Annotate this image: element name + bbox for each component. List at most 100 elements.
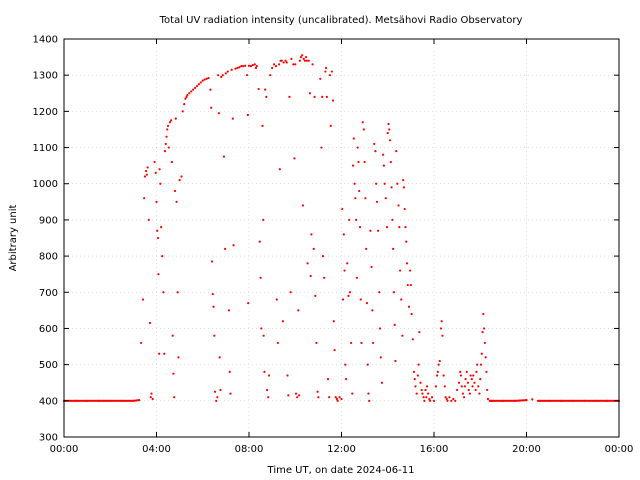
- data-point: [216, 396, 219, 399]
- data-point: [251, 63, 254, 67]
- data-point: [185, 95, 188, 98]
- data-point: [294, 392, 298, 395]
- data-point: [277, 63, 281, 66]
- data-point: [468, 392, 471, 395]
- data-point: [296, 396, 299, 399]
- data-point: [166, 128, 169, 131]
- data-point: [159, 182, 162, 185]
- data-point: [474, 388, 477, 392]
- y-tick-label: 500: [39, 360, 58, 371]
- data-point: [410, 312, 413, 316]
- data-point: [181, 110, 184, 113]
- data-point: [146, 166, 149, 169]
- data-point: [375, 182, 378, 185]
- data-point: [150, 392, 153, 395]
- data-point: [309, 274, 312, 278]
- data-point: [334, 396, 337, 399]
- data-point: [324, 70, 327, 73]
- data-point: [375, 200, 379, 203]
- data-point: [257, 87, 260, 91]
- data-point: [435, 374, 439, 377]
- baseline-segment: [514, 399, 527, 402]
- data-point: [173, 189, 177, 193]
- data-point: [459, 374, 463, 377]
- data-point: [476, 363, 479, 366]
- data-point: [210, 260, 214, 263]
- data-point: [348, 218, 351, 222]
- data-point: [466, 381, 470, 384]
- x-tick-label: 16:00: [420, 444, 449, 455]
- data-point: [158, 168, 161, 171]
- data-point: [432, 399, 436, 402]
- data-point: [261, 124, 264, 127]
- data-point: [151, 397, 154, 401]
- data-point: [531, 398, 534, 401]
- data-point: [264, 88, 267, 91]
- data-point: [228, 370, 231, 373]
- data-point: [255, 65, 258, 68]
- data-point: [369, 229, 372, 232]
- data-point: [477, 385, 480, 388]
- data-point: [440, 320, 443, 323]
- data-point: [199, 81, 202, 84]
- data-point: [313, 95, 316, 98]
- y-tick-label: 1000: [33, 179, 58, 190]
- data-point: [393, 323, 396, 326]
- data-point: [174, 117, 177, 120]
- data-point: [247, 302, 250, 305]
- data-point: [340, 397, 343, 401]
- data-point: [457, 381, 461, 384]
- data-point: [459, 370, 462, 373]
- data-point: [310, 233, 313, 236]
- data-point: [278, 168, 281, 171]
- data-point: [380, 381, 384, 384]
- data-point: [348, 291, 352, 294]
- data-point: [425, 385, 429, 388]
- data-point: [471, 385, 474, 388]
- data-point: [232, 244, 235, 247]
- data-point: [269, 74, 272, 77]
- data-point: [163, 352, 166, 355]
- data-point: [168, 121, 172, 124]
- data-point: [405, 262, 409, 265]
- data-point: [456, 388, 459, 392]
- data-point: [344, 363, 347, 366]
- data-point: [361, 121, 364, 124]
- data-point: [441, 334, 444, 337]
- data-point: [360, 341, 363, 345]
- data-point: [288, 95, 291, 98]
- data-point: [319, 77, 322, 80]
- data-point: [419, 381, 422, 384]
- data-point: [162, 291, 165, 294]
- data-point: [445, 397, 448, 401]
- data-point: [316, 390, 319, 393]
- data-point: [444, 396, 447, 399]
- data-point: [267, 374, 271, 377]
- data-point: [311, 63, 314, 66]
- data-point: [460, 385, 463, 388]
- data-point: [371, 309, 374, 312]
- data-point: [354, 197, 357, 200]
- data-point: [154, 171, 157, 174]
- data-point: [143, 197, 146, 200]
- baseline-segment: [133, 399, 140, 402]
- data-point: [217, 74, 220, 77]
- data-point: [258, 240, 261, 243]
- data-point: [331, 99, 335, 102]
- data-point: [321, 254, 325, 258]
- plot-frame: [63, 38, 620, 438]
- data-point: [353, 182, 356, 185]
- data-point: [263, 370, 266, 373]
- data-point: [378, 291, 381, 294]
- data-point: [364, 197, 367, 200]
- data-point: [156, 236, 160, 240]
- data-point: [247, 64, 251, 67]
- data-point: [485, 370, 488, 373]
- data-point: [425, 396, 428, 399]
- data-point: [139, 341, 143, 345]
- y-tick-label: 1200: [33, 107, 58, 118]
- data-point: [467, 388, 470, 392]
- data-point: [448, 396, 451, 399]
- y-axis-ticks: 300 400 500 600 700 800 900 1000 1100 1200 1300 140…: [33, 35, 619, 444]
